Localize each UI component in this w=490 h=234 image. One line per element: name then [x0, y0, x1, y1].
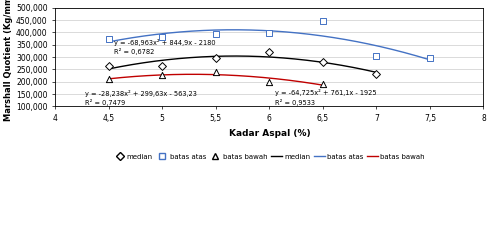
Point — [266, 50, 273, 54]
Text: y = -68,963x² + 844,9x - 2180
R² = 0,6782: y = -68,963x² + 844,9x - 2180 R² = 0,678… — [114, 39, 216, 55]
Point — [319, 19, 327, 23]
Point — [158, 64, 166, 68]
Point — [158, 35, 166, 39]
Point — [266, 80, 273, 84]
Point — [105, 77, 113, 81]
Point — [372, 72, 380, 76]
Legend: median, batas atas, batas bawah, median, batas atas, batas bawah: median, batas atas, batas bawah, median,… — [112, 151, 427, 162]
Point — [158, 73, 166, 77]
Point — [266, 31, 273, 35]
Point — [319, 82, 327, 86]
Point — [105, 64, 113, 68]
X-axis label: Kadar Aspal (%): Kadar Aspal (%) — [228, 129, 310, 138]
Point — [212, 56, 220, 60]
Point — [212, 70, 220, 74]
Y-axis label: Marshall Quotient (Kg/mm): Marshall Quotient (Kg/mm) — [4, 0, 13, 121]
Point — [372, 54, 380, 58]
Point — [212, 32, 220, 36]
Text: y = -28,238x² + 299,63x - 563,23
R² = 0,7479: y = -28,238x² + 299,63x - 563,23 R² = 0,… — [85, 90, 197, 106]
Point — [319, 60, 327, 64]
Text: y = -64,725x² + 761,1x - 1925
R² = 0,9533: y = -64,725x² + 761,1x - 1925 R² = 0,953… — [275, 89, 376, 106]
Point — [105, 37, 113, 40]
Point — [426, 56, 434, 60]
